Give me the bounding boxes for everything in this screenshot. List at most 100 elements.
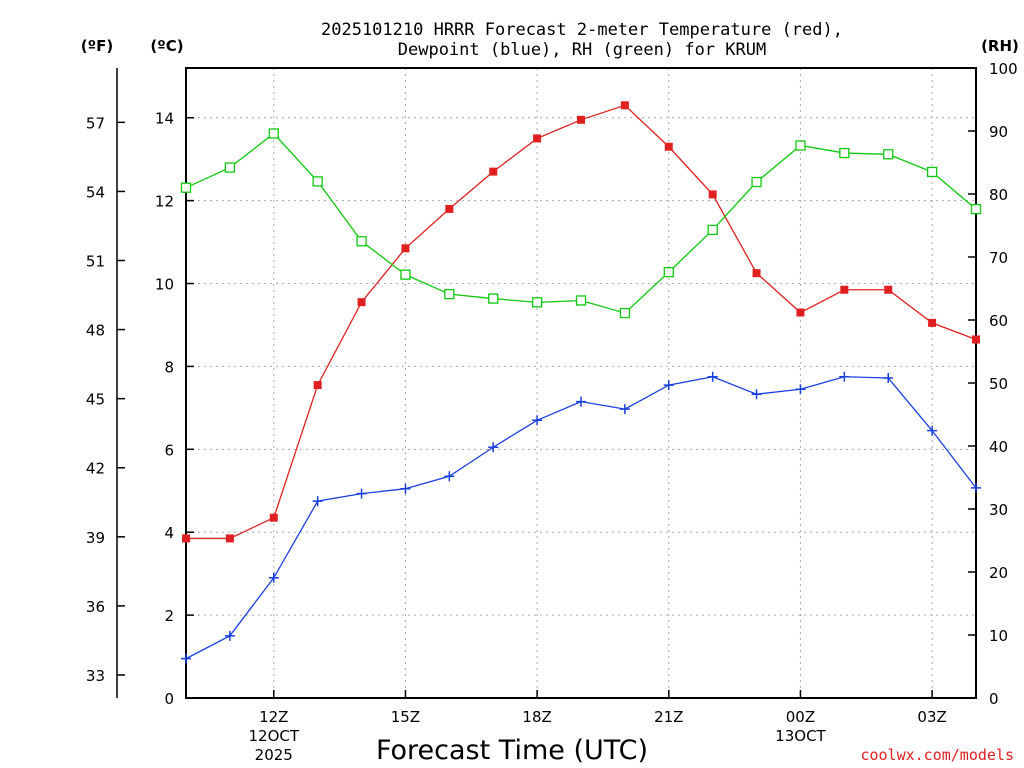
celsius-tick-label: 2 [164, 607, 174, 625]
data-point-dewpoint [576, 396, 586, 407]
data-point-dewpoint [356, 488, 367, 499]
chart-title-line1: 2025101210 HRRR Forecast 2-meter Tempera… [321, 20, 843, 40]
fahrenheit-unit-label: (ºF) [81, 37, 113, 55]
rh-tick-label: 70 [989, 249, 1008, 267]
plot-frame [185, 67, 977, 699]
x-axis-label: Forecast Time (UTC) [376, 735, 648, 766]
data-point-dewpoint [532, 415, 543, 426]
fahrenheit-tick-label: 45 [86, 391, 105, 409]
celsius-tick-label: 6 [164, 441, 174, 459]
data-point-rh [312, 176, 323, 187]
data-point-dewpoint [971, 482, 981, 493]
fahrenheit-tick-label: 54 [86, 183, 105, 201]
celsius-tick-label: 14 [155, 110, 174, 128]
rh-tick-label: 0 [989, 690, 999, 708]
data-point-dewpoint [707, 371, 718, 382]
data-point-rh [926, 166, 938, 178]
data-point-2-meter-temperature [225, 534, 234, 543]
data-point-2-meter-temperature [664, 142, 673, 151]
data-point-dewpoint [268, 572, 279, 583]
data-point-2-meter-temperature [401, 244, 410, 253]
data-point-dewpoint [444, 471, 455, 482]
data-point-dewpoint [883, 373, 894, 384]
celsius-unit-label: (ºC) [150, 37, 183, 55]
data-point-rh [707, 224, 718, 236]
data-point-dewpoint [400, 483, 411, 494]
celsius-tick-label: 12 [155, 193, 174, 211]
x-tick-label: 18Z [522, 708, 551, 726]
data-point-2-meter-temperature [840, 285, 849, 294]
data-point-2-meter-temperature [313, 381, 322, 390]
data-point-rh [970, 203, 982, 215]
rh-tick-label: 100 [989, 60, 1018, 78]
data-point-rh [619, 307, 631, 319]
celsius-tick-label: 4 [164, 524, 174, 542]
x-tick-label: 21Z [654, 708, 683, 726]
data-point-2-meter-temperature [796, 308, 805, 317]
series-line-2-meter-temperature [186, 104, 977, 540]
data-point-dewpoint [795, 384, 806, 395]
data-point-rh [224, 162, 236, 173]
data-point-dewpoint [927, 425, 938, 436]
series-layer [180, 101, 982, 664]
celsius-tick-label: 8 [164, 358, 174, 376]
rh-tick-label: 30 [989, 501, 1008, 519]
data-point-dewpoint [224, 630, 235, 641]
x-date-label: 12OCT [249, 727, 300, 745]
data-point-dewpoint [619, 404, 630, 415]
fahrenheit-tick-label: 48 [86, 322, 105, 340]
data-point-dewpoint [751, 389, 762, 400]
data-point-rh [751, 176, 762, 188]
data-point-dewpoint [839, 371, 850, 382]
data-point-rh [663, 266, 674, 278]
data-point-2-meter-temperature [708, 190, 717, 199]
celsius-tick-label: 10 [155, 276, 174, 294]
data-point-2-meter-temperature [357, 298, 366, 307]
data-point-2-meter-temperature [445, 204, 454, 213]
x-tick-label: 12Z [259, 708, 288, 726]
data-point-2-meter-temperature [620, 101, 629, 110]
data-point-2-meter-temperature [489, 167, 498, 176]
celsius-tick-label: 0 [164, 690, 174, 708]
data-point-2-meter-temperature [577, 115, 585, 124]
rh-tick-label: 50 [989, 375, 1008, 393]
data-point-dewpoint [488, 442, 499, 453]
gridlines [186, 68, 976, 698]
rh-tick-label: 60 [989, 312, 1008, 330]
x-tick-label: 03Z [917, 708, 946, 726]
series-line-dewpoint [185, 376, 977, 660]
fahrenheit-tick-label: 33 [86, 667, 105, 685]
data-point-dewpoint [312, 496, 323, 507]
x-tick-label: 15Z [391, 708, 420, 726]
chart-title-line2: Dewpoint (blue), RH (green) for KRUM [398, 40, 766, 60]
series-line-rh [185, 132, 977, 314]
fahrenheit-tick-label: 36 [86, 598, 105, 616]
data-point-rh [444, 289, 455, 300]
data-point-dewpoint [663, 380, 674, 391]
data-point-rh [400, 269, 411, 280]
data-point-rh [795, 140, 806, 151]
rh-tick-label: 80 [989, 186, 1008, 204]
rh-tick-label: 40 [989, 438, 1008, 456]
data-point-rh [356, 236, 367, 247]
data-point-rh [575, 295, 587, 306]
data-point-rh [839, 147, 850, 159]
rh-tick-label: 20 [989, 564, 1008, 582]
data-point-2-meter-temperature [884, 285, 893, 294]
data-point-2-meter-temperature [972, 335, 980, 344]
fahrenheit-tick-label: 51 [86, 253, 105, 271]
rh-tick-label: 10 [989, 627, 1008, 645]
rh-tick-label: 90 [989, 123, 1008, 141]
data-point-rh [268, 128, 279, 139]
data-point-rh [531, 297, 543, 308]
fahrenheit-tick-label: 42 [86, 460, 105, 478]
data-point-2-meter-temperature [928, 318, 937, 327]
x-tick-label: 00Z [786, 708, 815, 726]
data-point-rh [488, 293, 499, 304]
fahrenheit-tick-label: 57 [86, 114, 105, 132]
credit-text: coolwx.com/models [860, 746, 1014, 764]
rh-unit-label: (RH) [981, 37, 1019, 55]
data-point-2-meter-temperature [182, 534, 190, 543]
